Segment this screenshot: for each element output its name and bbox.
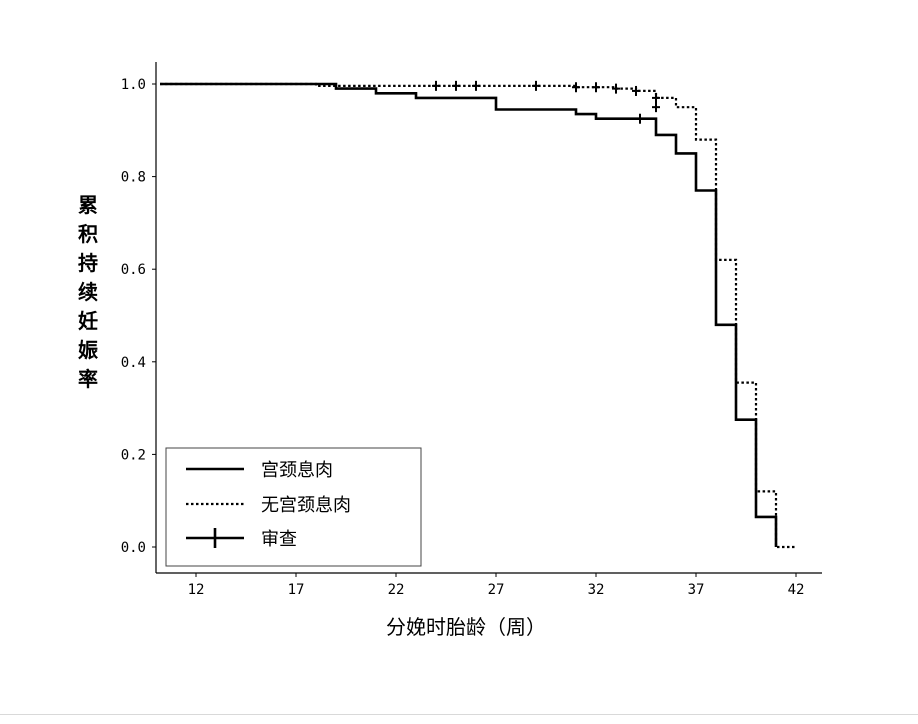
censor-mark [592, 82, 600, 93]
y-axis-title-char: 率 [78, 367, 98, 391]
x-tick-label: 17 [288, 582, 305, 598]
y-axis-title-char: 持 [78, 251, 98, 275]
series-layer [160, 80, 796, 549]
legend-label: 宫颈息肉 [261, 460, 333, 481]
legend-label: 审查 [261, 529, 297, 550]
censor-mark [652, 102, 660, 113]
axes-layer: 0.0 0.2 0.4 0.6 0.8 1.0 12 17 22 27 32 37 42 [121, 62, 822, 598]
x-tick-label: 42 [788, 582, 805, 598]
legend-item: 审查 [186, 528, 297, 550]
y-axis-title-char: 累 [78, 193, 98, 217]
legend-item: 无宫颈息肉 [186, 495, 351, 516]
censor-mark [432, 80, 440, 91]
y-axis-title-char: 积 [78, 222, 98, 246]
censor-mark [612, 83, 620, 94]
legend-item: 宫颈息肉 [186, 460, 333, 481]
y-axis-title-char: 续 [78, 280, 98, 304]
censor-mark [472, 80, 480, 91]
censor-mark [452, 80, 460, 91]
y-tick-label: 1.0 [121, 77, 146, 93]
censor-mark [632, 85, 640, 96]
censor-mark [652, 92, 660, 103]
x-tick-label: 22 [388, 582, 405, 598]
y-tick-label: 0.6 [121, 262, 146, 278]
x-axis-title: 分娩时胎龄（周） [386, 615, 546, 639]
series-polyp-line [160, 82, 778, 547]
censor-mark [572, 82, 580, 93]
y-tick-label: 0.2 [121, 447, 146, 463]
y-tick-label: 0.0 [121, 540, 146, 556]
page-bottom-rule [0, 714, 918, 715]
y-axis-title-char: 娠 [78, 338, 99, 362]
legend-box [165, 447, 422, 567]
y-tick-label: 0.4 [121, 355, 146, 371]
x-tick-label: 37 [688, 582, 705, 598]
y-axis-title-char: 妊 [78, 309, 98, 333]
censor-mark [532, 80, 540, 91]
x-tick-label: 27 [488, 582, 505, 598]
x-tick-label: 12 [188, 582, 205, 598]
censor-mark [636, 113, 644, 124]
legend-label: 无宫颈息肉 [261, 495, 351, 516]
x-tick-label: 32 [588, 582, 605, 598]
y-tick-label: 0.8 [121, 170, 146, 186]
